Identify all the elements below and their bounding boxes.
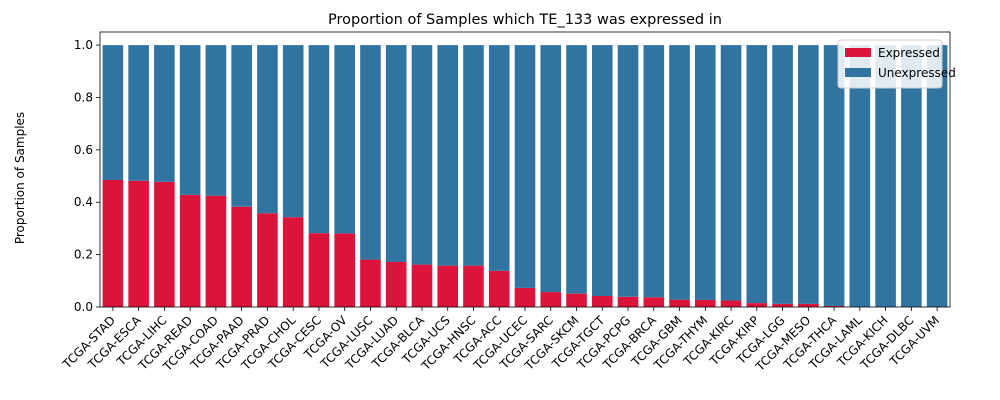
bar-unexpressed-tcga-lusc (360, 45, 381, 260)
bar-unexpressed-tcga-laml (849, 45, 871, 307)
y-tick-label: 0.8 (74, 90, 93, 104)
bar-expressed-tcga-luad (385, 261, 407, 307)
bar-expressed-tcga-kirc (720, 300, 742, 307)
legend-label-unexpressed: Unexpressed (878, 66, 956, 80)
bar-unexpressed-tcga-ucec (514, 45, 536, 288)
bar-expressed-tcga-esca (128, 180, 149, 307)
bar-expressed-tcga-read (179, 194, 201, 307)
y-axis-label: Proportion of Samples (13, 112, 27, 244)
bar-unexpressed-tcga-read (179, 45, 201, 195)
bar-unexpressed-tcga-ucs (437, 45, 459, 266)
bar-expressed-tcga-acc (488, 270, 510, 307)
legend-swatch-expressed (845, 48, 871, 57)
bar-expressed-tcga-sarc (540, 292, 562, 307)
bar-unexpressed-tcga-meso (798, 45, 819, 304)
bar-unexpressed-tcga-skcm (566, 45, 587, 294)
bar-expressed-tcga-ov (334, 233, 355, 307)
bar-expressed-tcga-coad (205, 195, 227, 307)
bar-expressed-tcga-thym (695, 299, 716, 307)
bar-unexpressed-tcga-acc (488, 45, 510, 271)
bar-unexpressed-tcga-esca (128, 45, 149, 181)
bar-unexpressed-tcga-stad (102, 45, 124, 180)
bar-unexpressed-tcga-kirc (720, 45, 742, 301)
bar-unexpressed-tcga-lgg (772, 45, 793, 304)
bar-expressed-tcga-paad (231, 206, 252, 307)
bar-unexpressed-tcga-prad (257, 45, 278, 214)
chart-title: Proportion of Samples which TE_133 was e… (328, 12, 722, 28)
bar-expressed-tcga-ucec (514, 287, 536, 307)
bar-unexpressed-tcga-brca (643, 45, 665, 298)
bar-expressed-tcga-gbm (669, 299, 690, 307)
bar-expressed-tcga-lusc (360, 259, 381, 307)
bar-expressed-tcga-ucs (437, 265, 459, 307)
bar-unexpressed-tcga-gbm (669, 45, 690, 300)
bar-unexpressed-tcga-uvm (926, 45, 948, 307)
bar-unexpressed-tcga-tgct (591, 45, 613, 296)
bar-unexpressed-tcga-blca (411, 45, 433, 265)
bar-unexpressed-tcga-sarc (540, 45, 562, 293)
bar-unexpressed-tcga-ov (334, 45, 355, 234)
bar-expressed-tcga-cesc (308, 233, 330, 307)
bar-expressed-tcga-pcpg (617, 296, 639, 307)
bar-expressed-tcga-blca (411, 264, 433, 307)
bar-expressed-tcga-stad (102, 179, 124, 307)
bar-expressed-tcga-tgct (591, 296, 613, 307)
y-tick-label: 1.0 (74, 38, 93, 52)
bar-expressed-tcga-thca (823, 305, 845, 307)
bar-unexpressed-tcga-pcpg (617, 45, 639, 297)
bars-layer (102, 45, 948, 307)
bar-unexpressed-tcga-coad (205, 45, 227, 196)
bar-expressed-tcga-prad (257, 213, 278, 307)
bar-expressed-tcga-lgg (772, 303, 793, 307)
bar-expressed-tcga-chol (282, 217, 304, 307)
bar-unexpressed-tcga-cesc (308, 45, 330, 234)
plot-frame (99, 31, 951, 308)
bar-expressed-tcga-brca (643, 297, 665, 307)
bar-unexpressed-tcga-dlbc (901, 45, 922, 307)
bar-unexpressed-tcga-chol (282, 45, 304, 218)
y-tick-label: 0.4 (74, 195, 93, 209)
y-tick-label: 0.6 (74, 143, 93, 157)
bar-unexpressed-tcga-paad (231, 45, 252, 207)
y-tick-label: 0.0 (74, 300, 93, 314)
bar-expressed-tcga-hnsc (463, 265, 484, 307)
bar-unexpressed-tcga-kich (875, 45, 896, 307)
legend-label-expressed: Expressed (878, 46, 940, 60)
bar-unexpressed-tcga-luad (385, 45, 407, 262)
bar-expressed-tcga-skcm (566, 293, 587, 307)
legend: Expressed Unexpressed (837, 39, 956, 89)
bar-unexpressed-tcga-lihc (154, 45, 175, 182)
legend-swatch-unexpressed (845, 68, 871, 77)
bar-unexpressed-tcga-thym (695, 45, 716, 300)
bar-unexpressed-tcga-thca (823, 45, 845, 306)
bar-unexpressed-tcga-hnsc (463, 45, 484, 266)
bar-expressed-tcga-lihc (154, 181, 175, 307)
bar-expressed-tcga-meso (798, 303, 819, 307)
y-tick-label: 0.2 (74, 248, 93, 262)
bar-unexpressed-tcga-kirp (746, 45, 768, 304)
bar-expressed-tcga-kirp (746, 303, 768, 307)
